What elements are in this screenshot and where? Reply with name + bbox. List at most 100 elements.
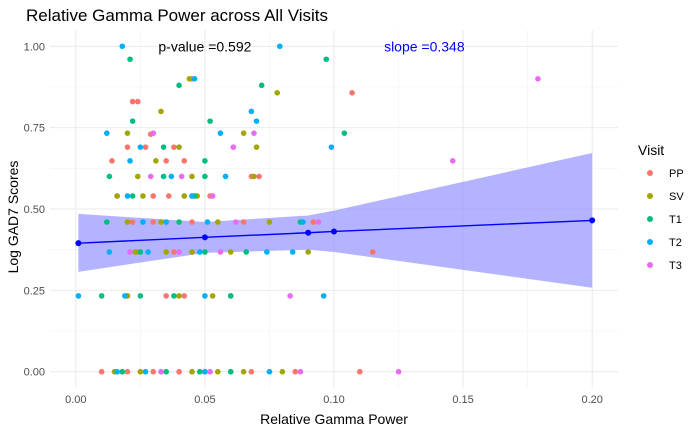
data-point	[227, 293, 234, 299]
data-point	[357, 368, 363, 375]
data-point	[230, 144, 237, 150]
series-SV	[111, 76, 311, 375]
data-point	[189, 193, 195, 199]
data-point	[129, 118, 136, 124]
data-point	[297, 368, 304, 375]
legend-key-SV	[647, 193, 653, 199]
data-point	[150, 193, 157, 199]
legend: Visit PP SV T1 T2 T3	[638, 142, 684, 272]
data-point	[328, 144, 335, 150]
y-tick-label: 1.00	[24, 41, 45, 53]
data-point	[178, 173, 185, 180]
data-point	[176, 219, 182, 225]
data-point	[124, 219, 131, 225]
data-point	[104, 130, 110, 136]
x-tick-label: 0.10	[323, 394, 344, 406]
data-point	[160, 144, 167, 150]
data-point	[109, 158, 115, 164]
legend-label-T3: T3	[669, 260, 682, 272]
data-point	[122, 293, 128, 299]
data-point	[202, 158, 208, 164]
y-tick-label: 0.25	[24, 285, 45, 297]
data-point	[181, 158, 188, 164]
data-point	[98, 293, 105, 299]
data-point	[134, 173, 141, 180]
y-axis-title: Log GAD7 Scores	[5, 161, 21, 274]
data-point	[168, 173, 175, 180]
data-point	[204, 219, 211, 225]
data-point	[251, 173, 257, 180]
data-point	[341, 130, 348, 136]
data-point	[240, 130, 247, 136]
data-point	[147, 173, 154, 180]
data-point	[227, 249, 234, 255]
data-point	[140, 193, 146, 199]
data-point	[165, 193, 172, 199]
x-axis-title: Relative Gamma Power	[260, 411, 408, 427]
data-point	[150, 130, 157, 136]
legend-title: Visit	[638, 142, 664, 158]
data-point	[171, 293, 177, 299]
data-point	[395, 368, 402, 375]
data-point	[119, 368, 126, 375]
series-T3	[127, 76, 541, 375]
data-point	[137, 144, 144, 150]
data-point	[217, 130, 224, 136]
data-point	[186, 76, 193, 82]
data-point	[217, 249, 224, 255]
data-point	[160, 173, 167, 180]
data-point	[189, 249, 195, 255]
data-point	[253, 118, 260, 124]
data-point	[153, 158, 159, 164]
data-point	[207, 368, 213, 375]
data-point	[176, 82, 182, 89]
data-point	[163, 219, 169, 225]
data-point	[137, 249, 144, 255]
data-point	[127, 249, 133, 255]
data-point	[127, 158, 133, 164]
data-point	[209, 293, 216, 299]
data-point	[98, 368, 105, 375]
data-point	[189, 368, 195, 375]
series-T2	[75, 43, 335, 375]
data-point	[189, 173, 195, 180]
data-point	[163, 158, 169, 164]
data-point	[124, 130, 131, 136]
legend-key-T2	[647, 239, 653, 245]
data-point	[264, 249, 270, 255]
legend-label-PP: PP	[669, 168, 684, 180]
data-point	[243, 249, 250, 255]
legend-label-SV: SV	[669, 191, 684, 203]
data-point	[207, 118, 213, 124]
data-point	[163, 293, 169, 299]
y-tick-label: 0.50	[24, 204, 45, 216]
data-point	[119, 43, 126, 50]
x-tick-label: 0.05	[194, 394, 215, 406]
data-point	[253, 144, 260, 150]
x-axis-ticks: 0.00 0.05 0.10 0.15 0.20	[65, 394, 603, 406]
data-point	[240, 219, 247, 225]
data-point	[163, 368, 169, 375]
x-tick-label: 0.15	[452, 394, 473, 406]
data-point	[75, 293, 82, 299]
data-point	[266, 368, 273, 375]
data-point	[106, 173, 113, 180]
data-point	[202, 249, 208, 255]
data-point	[222, 173, 229, 180]
data-point	[274, 90, 281, 96]
data-point	[349, 90, 355, 96]
data-point	[158, 368, 164, 375]
data-point	[129, 219, 136, 225]
data-point	[320, 293, 327, 299]
data-point	[276, 43, 283, 50]
legend-key-T3	[647, 262, 653, 268]
data-point	[287, 293, 293, 299]
data-point	[124, 144, 131, 150]
points-layer	[75, 43, 541, 375]
data-point	[124, 193, 131, 199]
data-point	[196, 249, 203, 255]
series-T1	[98, 56, 348, 375]
data-point	[251, 130, 257, 136]
fit-point	[201, 234, 208, 241]
data-point	[114, 193, 120, 199]
